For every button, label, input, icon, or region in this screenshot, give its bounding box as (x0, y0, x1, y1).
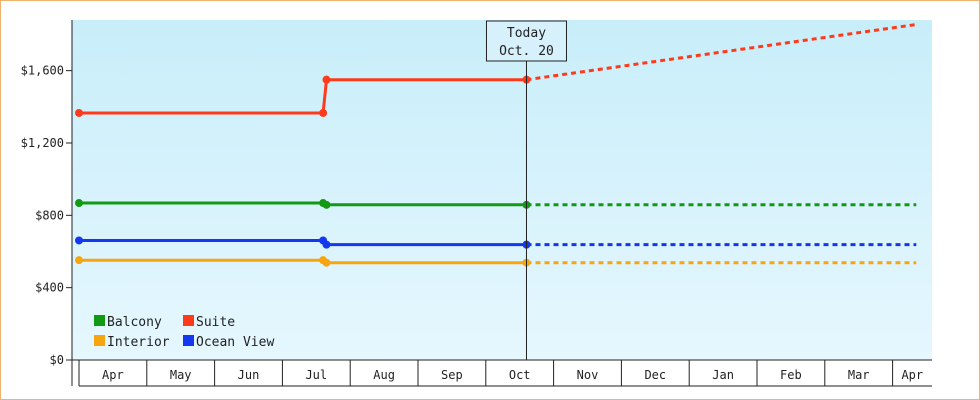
x-tick-label: Aug (373, 368, 395, 382)
today-date: Oct. 20 (499, 44, 554, 59)
legend-label: Interior (107, 335, 170, 350)
legend-item: Suite (183, 315, 235, 330)
x-tick-label: May (170, 368, 192, 382)
series-ocean-view (75, 236, 917, 249)
legend-swatch (183, 335, 194, 346)
legend-label: Suite (196, 315, 235, 330)
data-point (322, 258, 331, 267)
data-point (75, 256, 83, 265)
y-tick-label: $400 (35, 281, 64, 295)
plot-background (72, 20, 932, 360)
x-tick-label: Apr (102, 368, 124, 382)
today-label: Today (507, 26, 546, 41)
data-point (322, 200, 331, 209)
y-tick-label: $0 (50, 353, 64, 367)
legend-item: Interior (94, 335, 170, 350)
y-tick-label: $800 (35, 208, 64, 222)
y-tick-label: $1,200 (21, 136, 64, 150)
data-point (322, 240, 331, 249)
x-tick-label: Jun (238, 368, 260, 382)
x-tick-label: Dec (644, 368, 666, 382)
series-line-actual (79, 78, 527, 115)
legend-swatch (94, 335, 105, 346)
data-point (75, 108, 83, 117)
x-tick-label: Apr (901, 368, 923, 382)
x-tick-label: Sep (441, 368, 463, 382)
today-box (485, 20, 567, 62)
data-point (75, 199, 83, 208)
x-tick-label: Mar (848, 368, 870, 382)
series-interior (75, 256, 917, 267)
x-tick-label: Jan (712, 368, 734, 382)
series-line-forecast (526, 23, 917, 82)
series-suite (75, 23, 917, 117)
legend-label: Ocean View (196, 335, 274, 350)
x-tick-label: Feb (780, 368, 802, 382)
legend-label: Balcony (107, 315, 162, 330)
x-tick-label: Oct (509, 368, 531, 382)
y-tick-label: $1,600 (21, 64, 64, 78)
series-balcony (75, 199, 917, 209)
legend-swatch (94, 315, 105, 326)
x-tick-label: Nov (577, 368, 599, 382)
data-point (319, 108, 328, 117)
data-point (75, 236, 83, 245)
legend-item: Balcony (94, 315, 162, 330)
legend-swatch (183, 315, 194, 326)
data-point (322, 75, 331, 84)
x-tick-label: Jul (305, 368, 327, 382)
legend-item: Ocean View (183, 335, 274, 350)
